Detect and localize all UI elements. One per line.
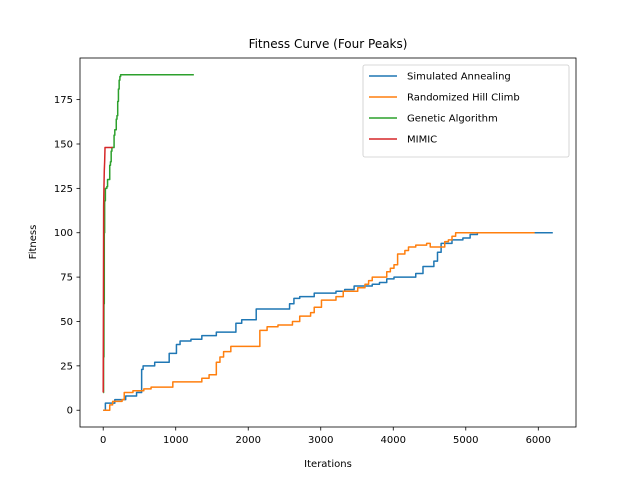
plot-frame <box>79 57 577 428</box>
legend-label: MIMIC <box>407 135 437 146</box>
y-axis-label: Fitness <box>28 225 39 260</box>
y-tick-label: 100 <box>54 228 73 239</box>
legend-box <box>362 64 570 158</box>
series-line-mimic <box>102 146 113 393</box>
legend-label: Genetic Algorithm <box>407 114 498 125</box>
y-tick-label: 150 <box>54 139 73 150</box>
y-tick-label: 125 <box>54 184 73 195</box>
x-tick-label: 5000 <box>453 435 478 446</box>
y-tick-label: 50 <box>60 317 73 328</box>
y-tick-label: 0 <box>67 406 73 417</box>
chart-title: Fitness Curve (Four Peaks) <box>249 37 408 51</box>
x-tick-label: 4000 <box>381 435 406 446</box>
y-axis-ticks: 0 25 50 75 100 125 150 175 <box>54 95 80 417</box>
x-tick-label: 3000 <box>308 435 333 446</box>
y-tick-label: 25 <box>60 361 73 372</box>
series-line-genetic-algorithm <box>102 74 194 394</box>
x-tick-label: 0 <box>100 435 106 446</box>
legend-label: Randomized Hill Climb <box>407 93 520 104</box>
series-line-randomized-hill-climb <box>103 231 535 411</box>
legend: Simulated Annealing Randomized Hill Climb… <box>362 64 570 158</box>
x-tick-label: 6000 <box>526 435 551 446</box>
y-tick-label: 75 <box>60 273 73 284</box>
x-tick-label: 2000 <box>236 435 261 446</box>
y-tick-label: 175 <box>54 95 73 106</box>
legend-label: Simulated Annealing <box>407 72 511 83</box>
x-axis-ticks: 0 1000 2000 3000 4000 5000 6000 <box>100 427 551 446</box>
plot-lines <box>102 74 553 411</box>
x-tick-label: 1000 <box>163 435 188 446</box>
series-line-simulated-annealing <box>103 231 553 411</box>
x-axis-label: Iterations <box>304 459 352 470</box>
